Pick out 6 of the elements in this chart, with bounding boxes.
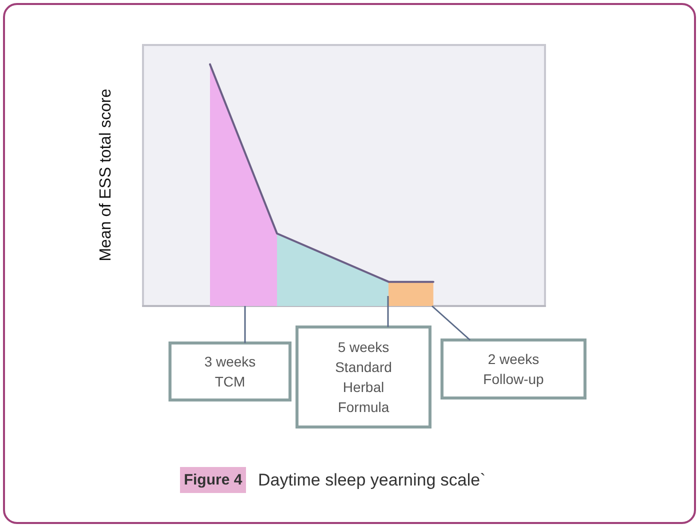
text: 5 weeks Standard Herbal Formula bbox=[335, 339, 392, 415]
y-axis-title: Mean of ESS total score bbox=[98, 88, 114, 262]
text: Figure 4 bbox=[184, 472, 243, 488]
text: 3 weeks TCM bbox=[204, 354, 256, 390]
text: Daytime sleep yearning scale` bbox=[258, 470, 486, 490]
text: 2 weeks Follow-up bbox=[483, 351, 544, 387]
